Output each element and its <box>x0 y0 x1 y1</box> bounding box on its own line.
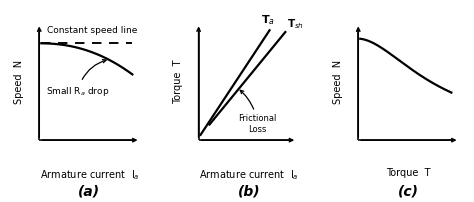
Text: (a): (a) <box>78 185 100 199</box>
Text: T$_a$: T$_a$ <box>261 13 274 27</box>
Text: Constant speed line: Constant speed line <box>47 26 138 35</box>
Text: Frictional
Loss: Frictional Loss <box>238 90 277 134</box>
Text: (c): (c) <box>398 185 419 199</box>
Text: T$_{sh}$: T$_{sh}$ <box>287 17 304 31</box>
Text: (b): (b) <box>237 185 260 199</box>
Text: Torque  T: Torque T <box>386 168 430 178</box>
Text: Small R$_a$ drop: Small R$_a$ drop <box>46 60 109 98</box>
Text: Armature current  I$_a$: Armature current I$_a$ <box>199 168 299 182</box>
Text: Speed  N: Speed N <box>14 60 24 104</box>
Text: Torque  T: Torque T <box>173 60 183 104</box>
Text: Speed  N: Speed N <box>333 60 343 104</box>
Text: Armature current  I$_a$: Armature current I$_a$ <box>39 168 139 182</box>
